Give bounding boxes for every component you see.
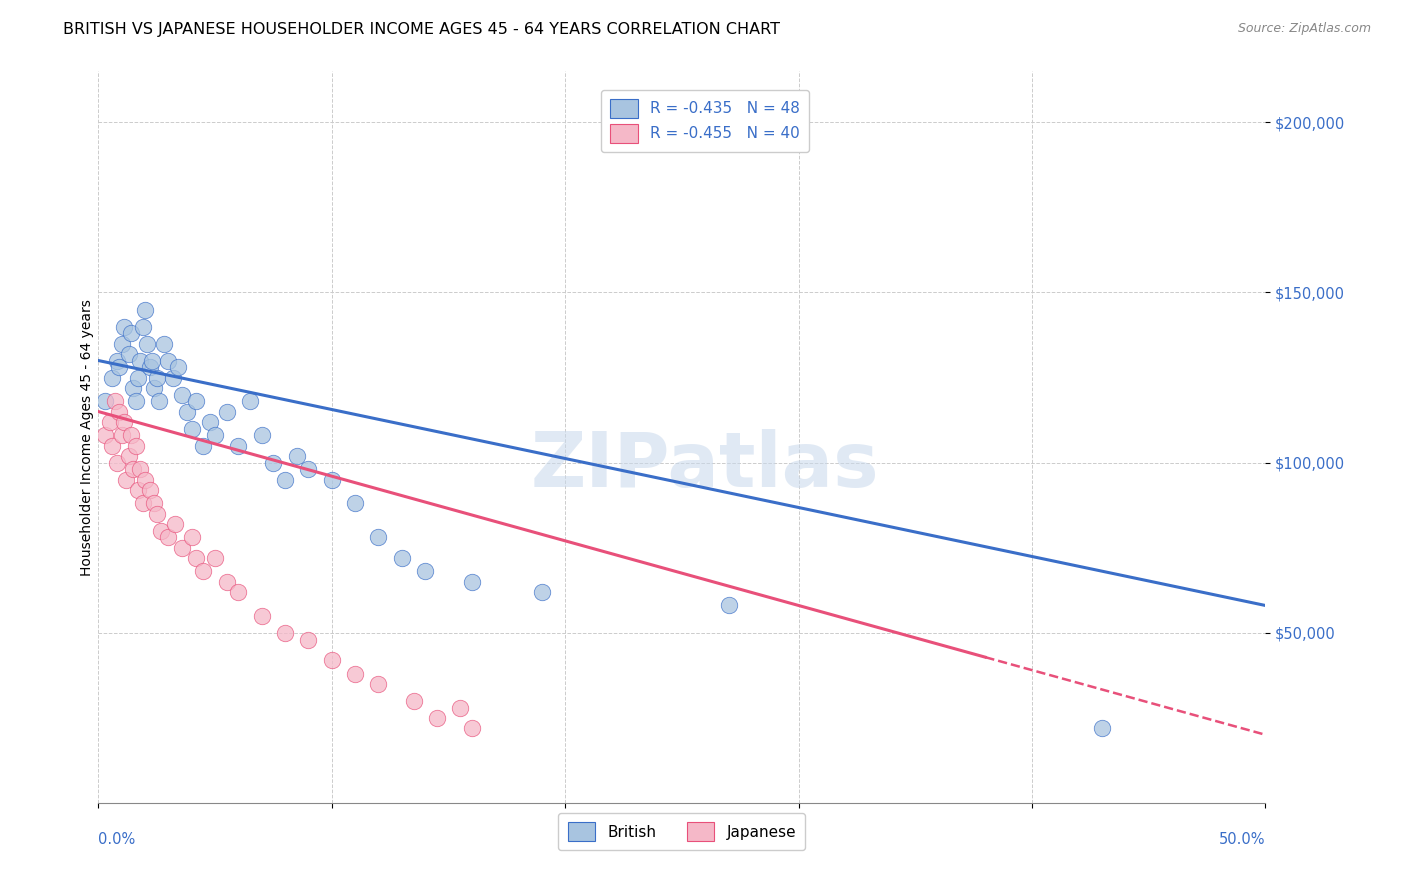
Point bbox=[1091, 721, 1114, 735]
Point bbox=[112, 415, 135, 429]
Point bbox=[120, 326, 142, 341]
Point bbox=[172, 541, 194, 555]
Point bbox=[402, 694, 425, 708]
Point bbox=[413, 565, 436, 579]
Point bbox=[239, 394, 262, 409]
Y-axis label: Householder Income Ages 45 - 64 years: Householder Income Ages 45 - 64 years bbox=[80, 299, 94, 575]
Point bbox=[297, 462, 319, 476]
Point bbox=[122, 381, 145, 395]
Point bbox=[105, 353, 128, 368]
Point bbox=[118, 449, 141, 463]
Point bbox=[101, 439, 124, 453]
Point bbox=[125, 394, 148, 409]
Point bbox=[139, 483, 162, 497]
Text: 0.0%: 0.0% bbox=[98, 832, 135, 847]
Point bbox=[120, 428, 142, 442]
Point bbox=[176, 404, 198, 418]
Point bbox=[111, 336, 134, 351]
Point bbox=[449, 700, 471, 714]
Point bbox=[122, 462, 145, 476]
Point bbox=[148, 394, 170, 409]
Point bbox=[108, 360, 131, 375]
Point bbox=[193, 565, 215, 579]
Point bbox=[274, 625, 297, 640]
Text: 50.0%: 50.0% bbox=[1219, 832, 1265, 847]
Point bbox=[111, 428, 134, 442]
Point bbox=[115, 473, 138, 487]
Point bbox=[104, 394, 127, 409]
Point bbox=[165, 516, 187, 531]
Point bbox=[134, 473, 156, 487]
Point bbox=[152, 336, 174, 351]
Point bbox=[461, 574, 484, 589]
Point bbox=[228, 585, 250, 599]
Point bbox=[118, 347, 141, 361]
Point bbox=[204, 428, 226, 442]
Point bbox=[274, 473, 297, 487]
Point bbox=[166, 360, 188, 375]
Point bbox=[180, 421, 202, 435]
Point bbox=[98, 415, 121, 429]
Point bbox=[94, 428, 117, 442]
Point bbox=[146, 370, 169, 384]
Point bbox=[129, 462, 152, 476]
Point bbox=[426, 711, 449, 725]
Point bbox=[193, 439, 215, 453]
Point bbox=[297, 632, 319, 647]
Point bbox=[717, 599, 740, 613]
Point bbox=[94, 394, 117, 409]
Text: ZIPatlas: ZIPatlas bbox=[531, 429, 880, 503]
Point bbox=[344, 496, 367, 510]
Point bbox=[391, 550, 413, 565]
Point bbox=[200, 415, 222, 429]
Point bbox=[367, 531, 389, 545]
Point bbox=[172, 387, 194, 401]
Point bbox=[344, 666, 367, 681]
Point bbox=[215, 404, 238, 418]
Point bbox=[285, 449, 308, 463]
Point bbox=[186, 550, 208, 565]
Point bbox=[129, 353, 152, 368]
Point bbox=[125, 439, 148, 453]
Point bbox=[134, 302, 156, 317]
Point bbox=[321, 653, 343, 667]
Text: BRITISH VS JAPANESE HOUSEHOLDER INCOME AGES 45 - 64 YEARS CORRELATION CHART: BRITISH VS JAPANESE HOUSEHOLDER INCOME A… bbox=[63, 22, 780, 37]
Point bbox=[461, 721, 484, 735]
Point bbox=[204, 550, 226, 565]
Point bbox=[101, 370, 124, 384]
Point bbox=[162, 370, 184, 384]
Point bbox=[141, 353, 163, 368]
Point bbox=[139, 360, 162, 375]
Point bbox=[157, 353, 180, 368]
Point bbox=[143, 496, 166, 510]
Point bbox=[180, 531, 202, 545]
Point bbox=[250, 608, 273, 623]
Point bbox=[250, 428, 273, 442]
Point bbox=[132, 496, 155, 510]
Point bbox=[228, 439, 250, 453]
Point bbox=[262, 456, 284, 470]
Point bbox=[132, 319, 155, 334]
Legend: British, Japanese: British, Japanese bbox=[558, 813, 806, 850]
Point bbox=[215, 574, 238, 589]
Point bbox=[105, 456, 128, 470]
Point bbox=[150, 524, 173, 538]
Point bbox=[108, 404, 131, 418]
Point bbox=[136, 336, 159, 351]
Point bbox=[367, 677, 389, 691]
Point bbox=[112, 319, 135, 334]
Point bbox=[186, 394, 208, 409]
Point bbox=[157, 531, 180, 545]
Point bbox=[127, 483, 149, 497]
Text: Source: ZipAtlas.com: Source: ZipAtlas.com bbox=[1237, 22, 1371, 36]
Point bbox=[127, 370, 149, 384]
Point bbox=[146, 507, 169, 521]
Point bbox=[321, 473, 343, 487]
Point bbox=[143, 381, 166, 395]
Point bbox=[530, 585, 553, 599]
